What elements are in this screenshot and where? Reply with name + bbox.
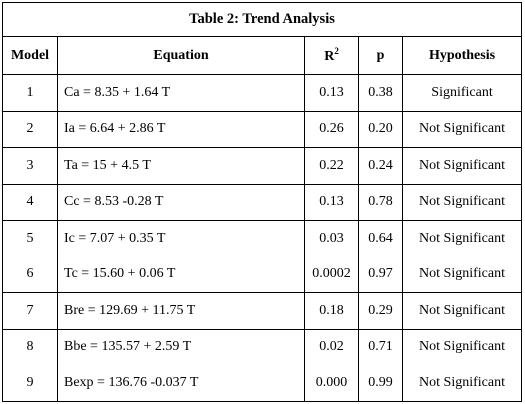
equation-cell: Bexp = 136.76 -0.037 T (57, 365, 305, 402)
r2-cell: 0.02 (304, 329, 359, 365)
p-cell: 0.97 (358, 256, 403, 293)
r2-cell: 0.13 (304, 184, 359, 221)
p-cell: 0.29 (358, 292, 403, 330)
model-cell: 4 (2, 184, 58, 221)
table-row: 4 Cc = 8.53 -0.28 T 0.13 0.78 Not Signif… (2, 184, 523, 221)
model-cell: 7 (2, 292, 58, 330)
equation-cell: Bbe = 135.57 + 2.59 T (57, 329, 305, 365)
r2-cell: 0.000 (304, 365, 359, 402)
r2-cell: 0.0002 (304, 256, 359, 293)
table-row: 2 Ia = 6.64 + 2.86 T 0.26 0.20 Not Signi… (2, 111, 523, 148)
equation-cell: Ic = 7.07 + 0.35 T (57, 220, 305, 257)
table-row: 5 Ic = 7.07 + 0.35 T 0.03 0.64 Not Signi… (2, 220, 523, 257)
table-row: 6 Tc = 15.60 + 0.06 T 0.0002 0.97 Not Si… (2, 256, 523, 293)
equation-cell: Ia = 6.64 + 2.86 T (57, 111, 305, 148)
p-cell: 0.20 (358, 111, 403, 148)
table-title: Table 2: Trend Analysis (1, 2, 523, 37)
equation-cell: Ta = 15 + 4.5 T (57, 147, 305, 185)
hypothesis-cell: Not Significant (401, 365, 523, 402)
column-header-equation: Equation (57, 36, 305, 75)
model-cell: 5 (2, 220, 58, 257)
r2-cell: 0.26 (304, 111, 359, 148)
r2-cell: 0.18 (304, 292, 359, 330)
table-row: 3 Ta = 15 + 4.5 T 0.22 0.24 Not Signific… (2, 147, 523, 185)
equation-cell: Cc = 8.53 -0.28 T (57, 184, 305, 221)
r2-cell: 0.22 (304, 147, 359, 185)
r2-superscript: 2 (334, 46, 339, 56)
equation-cell: Tc = 15.60 + 0.06 T (57, 256, 305, 293)
r2-cell: 0.13 (304, 74, 359, 112)
hypothesis-cell: Significant (401, 74, 523, 112)
hypothesis-cell: Not Significant (401, 329, 523, 365)
p-cell: 0.64 (358, 220, 403, 257)
hypothesis-cell: Not Significant (401, 111, 523, 148)
column-header-hypothesis: Hypothesis (401, 36, 523, 75)
p-cell: 0.78 (358, 184, 403, 221)
table-row: 9 Bexp = 136.76 -0.037 T 0.000 0.99 Not … (2, 365, 523, 402)
model-cell: 1 (2, 74, 58, 112)
hypothesis-cell: Not Significant (401, 147, 523, 185)
hypothesis-cell: Not Significant (401, 256, 523, 293)
hypothesis-cell: Not Significant (401, 220, 523, 257)
column-header-model: Model (2, 36, 58, 75)
equation-cell: Ca = 8.35 + 1.64 T (57, 74, 305, 112)
table-row: 8 Bbe = 135.57 + 2.59 T 0.02 0.71 Not Si… (2, 329, 523, 365)
column-header-p: p (358, 36, 403, 75)
r2-label: R (324, 49, 335, 64)
hypothesis-cell: Not Significant (401, 292, 523, 330)
model-cell: 9 (2, 365, 58, 402)
p-cell: 0.38 (358, 74, 403, 112)
p-cell: 0.99 (358, 365, 403, 402)
table-row: 7 Bre = 129.69 + 11.75 T 0.18 0.29 Not S… (2, 292, 523, 330)
p-cell: 0.24 (358, 147, 403, 185)
hypothesis-cell: Not Significant (401, 184, 523, 221)
r2-cell: 0.03 (304, 220, 359, 257)
model-cell: 2 (2, 111, 58, 148)
model-cell: 8 (2, 329, 58, 365)
model-cell: 6 (2, 256, 58, 293)
p-cell: 0.71 (358, 329, 403, 365)
table-row: 1 Ca = 8.35 + 1.64 T 0.13 0.38 Significa… (2, 74, 523, 112)
header-row: Model Equation R2 p Hypothesis (2, 36, 523, 75)
equation-cell: Bre = 129.69 + 11.75 T (57, 292, 305, 330)
model-cell: 3 (2, 147, 58, 185)
column-header-r2: R2 (304, 36, 359, 75)
